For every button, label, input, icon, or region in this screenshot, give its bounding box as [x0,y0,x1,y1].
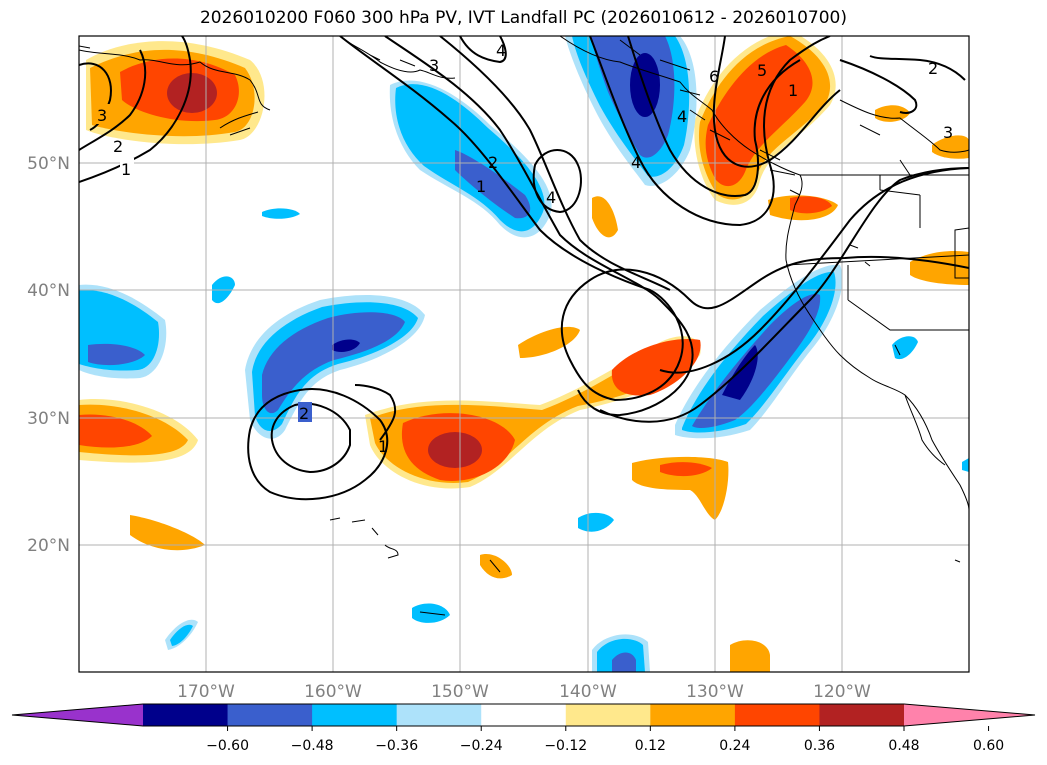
contour-label-4-coast: 4 [631,153,641,172]
contour-label-2-subtropic: 2 [299,404,309,423]
colorbar-extend-high [904,704,1035,726]
colorbar-tick-label: 0.24 [719,738,750,754]
contour-label-3-west: 3 [97,106,107,125]
contour-label-1-subtropic: 1 [378,437,388,456]
lon-label-120w: 120°W [813,682,871,702]
lat-label-20n: 20°N [27,536,70,556]
lat-label-40n: 40°N [27,281,70,301]
colorbar-tick-label: 0.48 [888,738,919,754]
lon-label-130w: 130°W [686,682,744,702]
pv-contours [79,36,969,501]
lat-label-30n: 30°N [27,409,70,429]
contour-label-3-east: 3 [943,123,953,142]
colorbar-tick-label: −0.60 [206,738,249,754]
colorbar-tick-label: −0.36 [375,738,418,754]
contour-label-1-coast: 1 [788,81,798,100]
colorbar: −0.60 −0.48 −0.36 −0.24 −0.12 0.12 0.24 0.36 0.4… [11,703,1036,754]
colorbar-tick-label: 0.60 [973,738,1004,754]
colorbar-tick-label: −0.12 [544,738,587,754]
colorbar-extend-low [12,704,143,726]
colorbar-cell [565,704,651,726]
contour-label-1-west: 1 [121,160,131,179]
contour-label-2-east: 2 [928,59,938,78]
coastlines [79,36,969,616]
colorbar-cell [481,704,567,726]
positive-anomaly-shading [79,36,969,672]
contour-label-2-gulf: 2 [488,153,498,172]
map-plot-area: 3 2 1 3 4 2 1 4 4 6 4 5 1 2 3 2 1 [79,36,969,672]
longitude-labels: 170°W 160°W 150°W 140°W 130°W 120°W [177,682,871,702]
contour-label-4-gulf: 4 [546,188,556,207]
colorbar-cell [143,704,229,726]
lat-label-50n: 50°N [27,154,70,174]
lon-label-140w: 140°W [559,682,617,702]
map-title: 2026010200 F060 300 hPa PV, IVT Landfall… [199,8,847,28]
contour-label-6-coast: 6 [709,67,719,86]
contour-label-5-coast: 5 [757,61,767,80]
contour-label-4-north: 4 [496,41,506,60]
lon-label-160w: 160°W [304,682,362,702]
lon-label-170w: 170°W [177,682,235,702]
contour-label-2-west: 2 [113,137,123,156]
contour-labels: 3 2 1 3 4 2 1 4 4 6 4 5 1 2 3 2 1 [95,41,953,456]
map-frame [78,35,970,673]
colorbar-cell [734,704,820,726]
colorbar-cell [396,704,482,726]
colorbar-tick-label: −0.24 [460,738,503,754]
contour-label-3-north: 3 [429,56,439,75]
colorbar-cell [227,704,313,726]
contour-label-1-gulf: 1 [476,177,486,196]
colorbar-tick-label: −0.48 [291,738,334,754]
colorbar-outline [11,703,1036,727]
colorbar-cell [650,704,736,726]
gridlines [79,36,969,672]
colorbar-cell [819,704,905,726]
lon-label-150w: 150°W [431,682,489,702]
colorbar-tick-label: 0.36 [804,738,835,754]
contour-label-4-inland: 4 [677,107,687,126]
colorbar-cell [312,704,398,726]
latitude-labels: 20°N 30°N 40°N 50°N [27,154,70,556]
colorbar-tick-label: 0.12 [635,738,666,754]
